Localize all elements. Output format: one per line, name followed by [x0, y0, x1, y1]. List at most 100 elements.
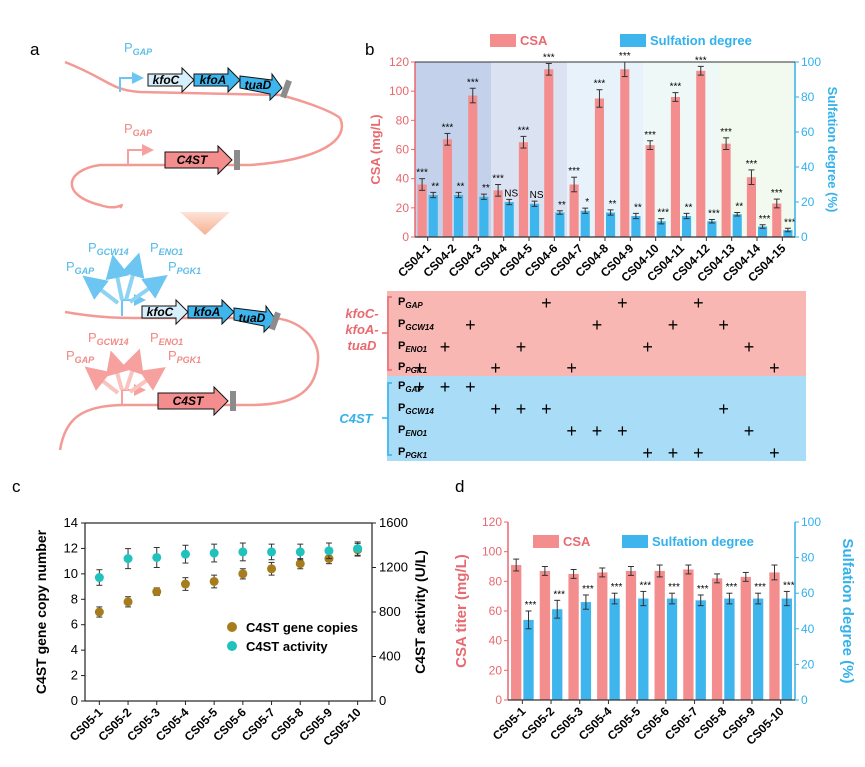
legend-label-gene-copies: C4ST gene copies	[246, 620, 358, 635]
y-tick-label: 40	[489, 634, 503, 648]
row-label: PGAP	[398, 296, 423, 310]
legend-marker-activity	[227, 641, 237, 651]
significance-sulfation: **	[457, 181, 465, 192]
y-tick-label: 8	[71, 591, 78, 606]
background-band-4	[719, 62, 795, 237]
significance-sulfation: ***	[784, 217, 796, 228]
legend-swatch-sulfation	[620, 34, 646, 47]
legend-label-sulfation: Sulfation degree	[652, 534, 754, 549]
plus-mark: +	[490, 399, 501, 419]
gene-kfoA-bottom: kfoA	[187, 298, 235, 326]
bar-csa	[594, 98, 604, 237]
y2-tick-label: 100	[801, 515, 821, 529]
row-label-main: P	[398, 361, 405, 373]
bar-sulfation	[454, 195, 464, 237]
significance-sulfation: *	[585, 197, 589, 208]
significance-csa: ***	[695, 55, 707, 66]
y2-tick-label: 100	[801, 55, 821, 69]
y-tick-label: 20	[489, 663, 503, 677]
y-axis-label: C4ST gene copy number	[33, 529, 49, 694]
chart-d: ***CS05-1***CS05-2***CS05-3***CS05-4***C…	[453, 515, 856, 748]
row-label: PGAP	[398, 380, 423, 394]
bar-csa	[711, 578, 723, 700]
y-tick-label: 20	[396, 201, 410, 215]
y-tick-label: 80	[396, 113, 410, 127]
y2-axis-label: Sulfation degree (%)	[839, 538, 856, 683]
legend-label-sulfation: Sulfation degree	[650, 33, 752, 48]
bar-sulfation	[552, 609, 563, 700]
significance-sulfation: ***	[708, 209, 720, 220]
plus-mark: +	[566, 421, 577, 441]
significance-sulfation: ***	[639, 580, 651, 591]
chart-c: CS05-1CS05-2CS05-3CS05-4CS05-5CS05-6CS05…	[33, 515, 428, 749]
row-label-sub: GAP	[405, 385, 423, 394]
bar-csa	[769, 572, 780, 700]
y2-tick-label: 800	[379, 604, 401, 619]
y-tick-label: 0	[71, 693, 78, 708]
y-axis-label: CSA (mg/L)	[368, 114, 383, 184]
y-tick-label: 80	[489, 574, 503, 588]
promoter-top-label: PGAP	[124, 40, 153, 57]
bar-csa	[772, 203, 782, 237]
row-label: PGCW14	[398, 318, 434, 332]
promoter-arrow-mid	[127, 144, 154, 165]
bar-sulfation	[523, 619, 534, 700]
row-label-main: P	[398, 380, 405, 392]
bar-csa	[468, 95, 478, 238]
row-label: PPGK1	[398, 446, 428, 460]
significance-csa: ***	[720, 127, 732, 138]
significance-csa: ***	[568, 166, 580, 177]
point-activity	[267, 547, 277, 557]
y-tick-label: 120	[482, 515, 502, 529]
plus-mark: +	[541, 293, 552, 313]
transition-arrow	[180, 212, 230, 235]
bar-sulfation	[752, 598, 764, 700]
panel-label-c: c	[12, 477, 21, 496]
row-label-main: P	[398, 402, 405, 414]
y-tick-label: 4	[71, 642, 78, 657]
significance-sulfation: ***	[668, 582, 680, 593]
bar-sulfation	[631, 216, 641, 237]
plus-mark: +	[465, 377, 476, 397]
significance-csa: ***	[467, 77, 479, 88]
plus-mark: +	[592, 421, 603, 441]
bar-csa	[654, 570, 665, 700]
gene-kfoC: kfoC	[147, 66, 195, 94]
svg-text:C4ST: C4ST	[177, 153, 209, 167]
point-activity	[123, 554, 133, 564]
significance-sulfation: ***	[759, 214, 771, 225]
bar-sulfation	[707, 221, 717, 237]
bar-sulfation	[695, 600, 706, 700]
bar-sulfation	[555, 212, 565, 237]
legend-label-activity: C4ST activity	[246, 639, 328, 654]
background-band-3	[643, 62, 719, 237]
y-tick-label: 2	[71, 668, 78, 683]
y2-tick-label: 0	[801, 693, 808, 707]
y-tick-label: 0	[402, 230, 409, 244]
y-tick-label: 100	[389, 84, 409, 98]
legend-label-csa: CSA	[520, 33, 548, 48]
point-activity	[94, 573, 104, 583]
gene-C4ST-bottom: C4ST	[157, 385, 229, 417]
point-gene-copies	[152, 587, 162, 597]
legend-swatch-sulfation	[622, 535, 648, 548]
y-tick-label: 6	[71, 617, 78, 632]
y2-tick-label: 60	[801, 125, 815, 139]
svg-text:kfoC: kfoC	[147, 305, 174, 319]
bar-csa	[740, 576, 751, 700]
bar-csa	[539, 570, 551, 700]
y-tick-label: 120	[389, 55, 409, 69]
y2-tick-label: 60	[801, 586, 815, 600]
panel-label-b: b	[365, 40, 374, 59]
plus-mark: +	[769, 443, 780, 463]
plus-mark: +	[440, 337, 451, 357]
plus-mark: +	[617, 421, 628, 441]
pink-promoter-fan	[84, 348, 166, 404]
panel-a-diagram: PGAP kfoC kfoA tuaD PGAP C4ST PGCW14 PEN…	[58, 40, 343, 451]
y2-tick-label: 80	[801, 551, 815, 565]
significance-sulfation: NS	[504, 188, 518, 199]
svg-text:kfoA: kfoA	[194, 305, 221, 319]
y2-tick-label: 80	[801, 90, 815, 104]
row-label-sub: ENO1	[405, 345, 427, 354]
plus-mark: +	[668, 443, 679, 463]
